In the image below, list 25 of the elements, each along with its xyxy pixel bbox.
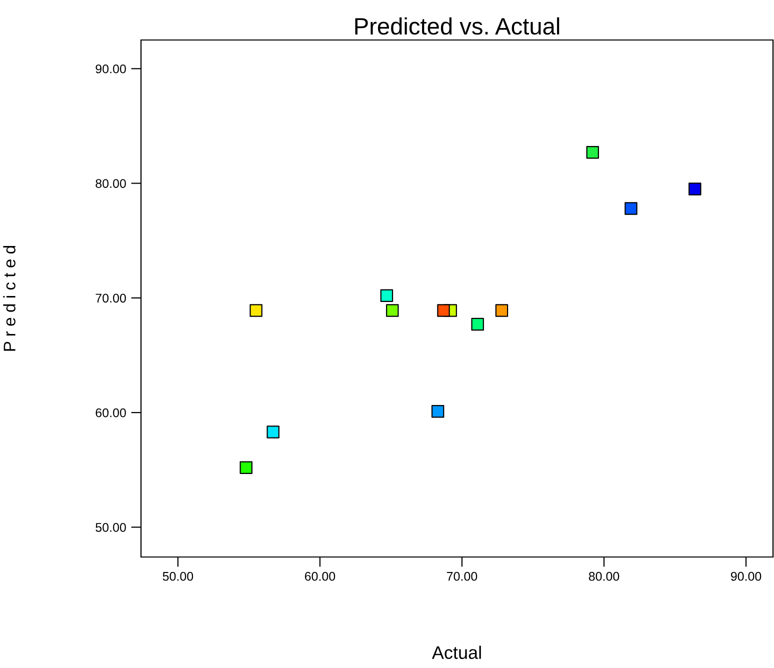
x-tick-label: 80.00 <box>588 572 620 581</box>
point <box>386 304 399 317</box>
point <box>437 304 450 317</box>
x-axis-title: Actual <box>432 646 481 659</box>
x-tick-label: 50.00 <box>162 572 194 581</box>
y-tick-label: 80.00 <box>96 179 126 188</box>
y-tick-label: 90.00 <box>96 64 126 74</box>
point <box>624 202 638 215</box>
y-tick-label: 70.00 <box>96 294 126 303</box>
point <box>240 461 252 474</box>
x-tick-label: 70.00 <box>446 572 478 581</box>
point <box>495 304 508 317</box>
point <box>471 318 484 331</box>
x-tick-label: 60.00 <box>304 572 336 581</box>
point <box>688 182 702 196</box>
y-axis-title: P r e d i c t e d <box>3 246 16 351</box>
chart-title: Predicted vs. Actual <box>355 17 560 35</box>
point <box>250 304 262 317</box>
point <box>431 405 444 418</box>
point <box>380 289 394 302</box>
point <box>266 426 280 438</box>
x-tick-label: 90.00 <box>730 572 762 581</box>
y-tick-label: 60.00 <box>96 408 126 418</box>
point <box>586 146 599 159</box>
y-tick-label: 50.00 <box>96 522 126 532</box>
